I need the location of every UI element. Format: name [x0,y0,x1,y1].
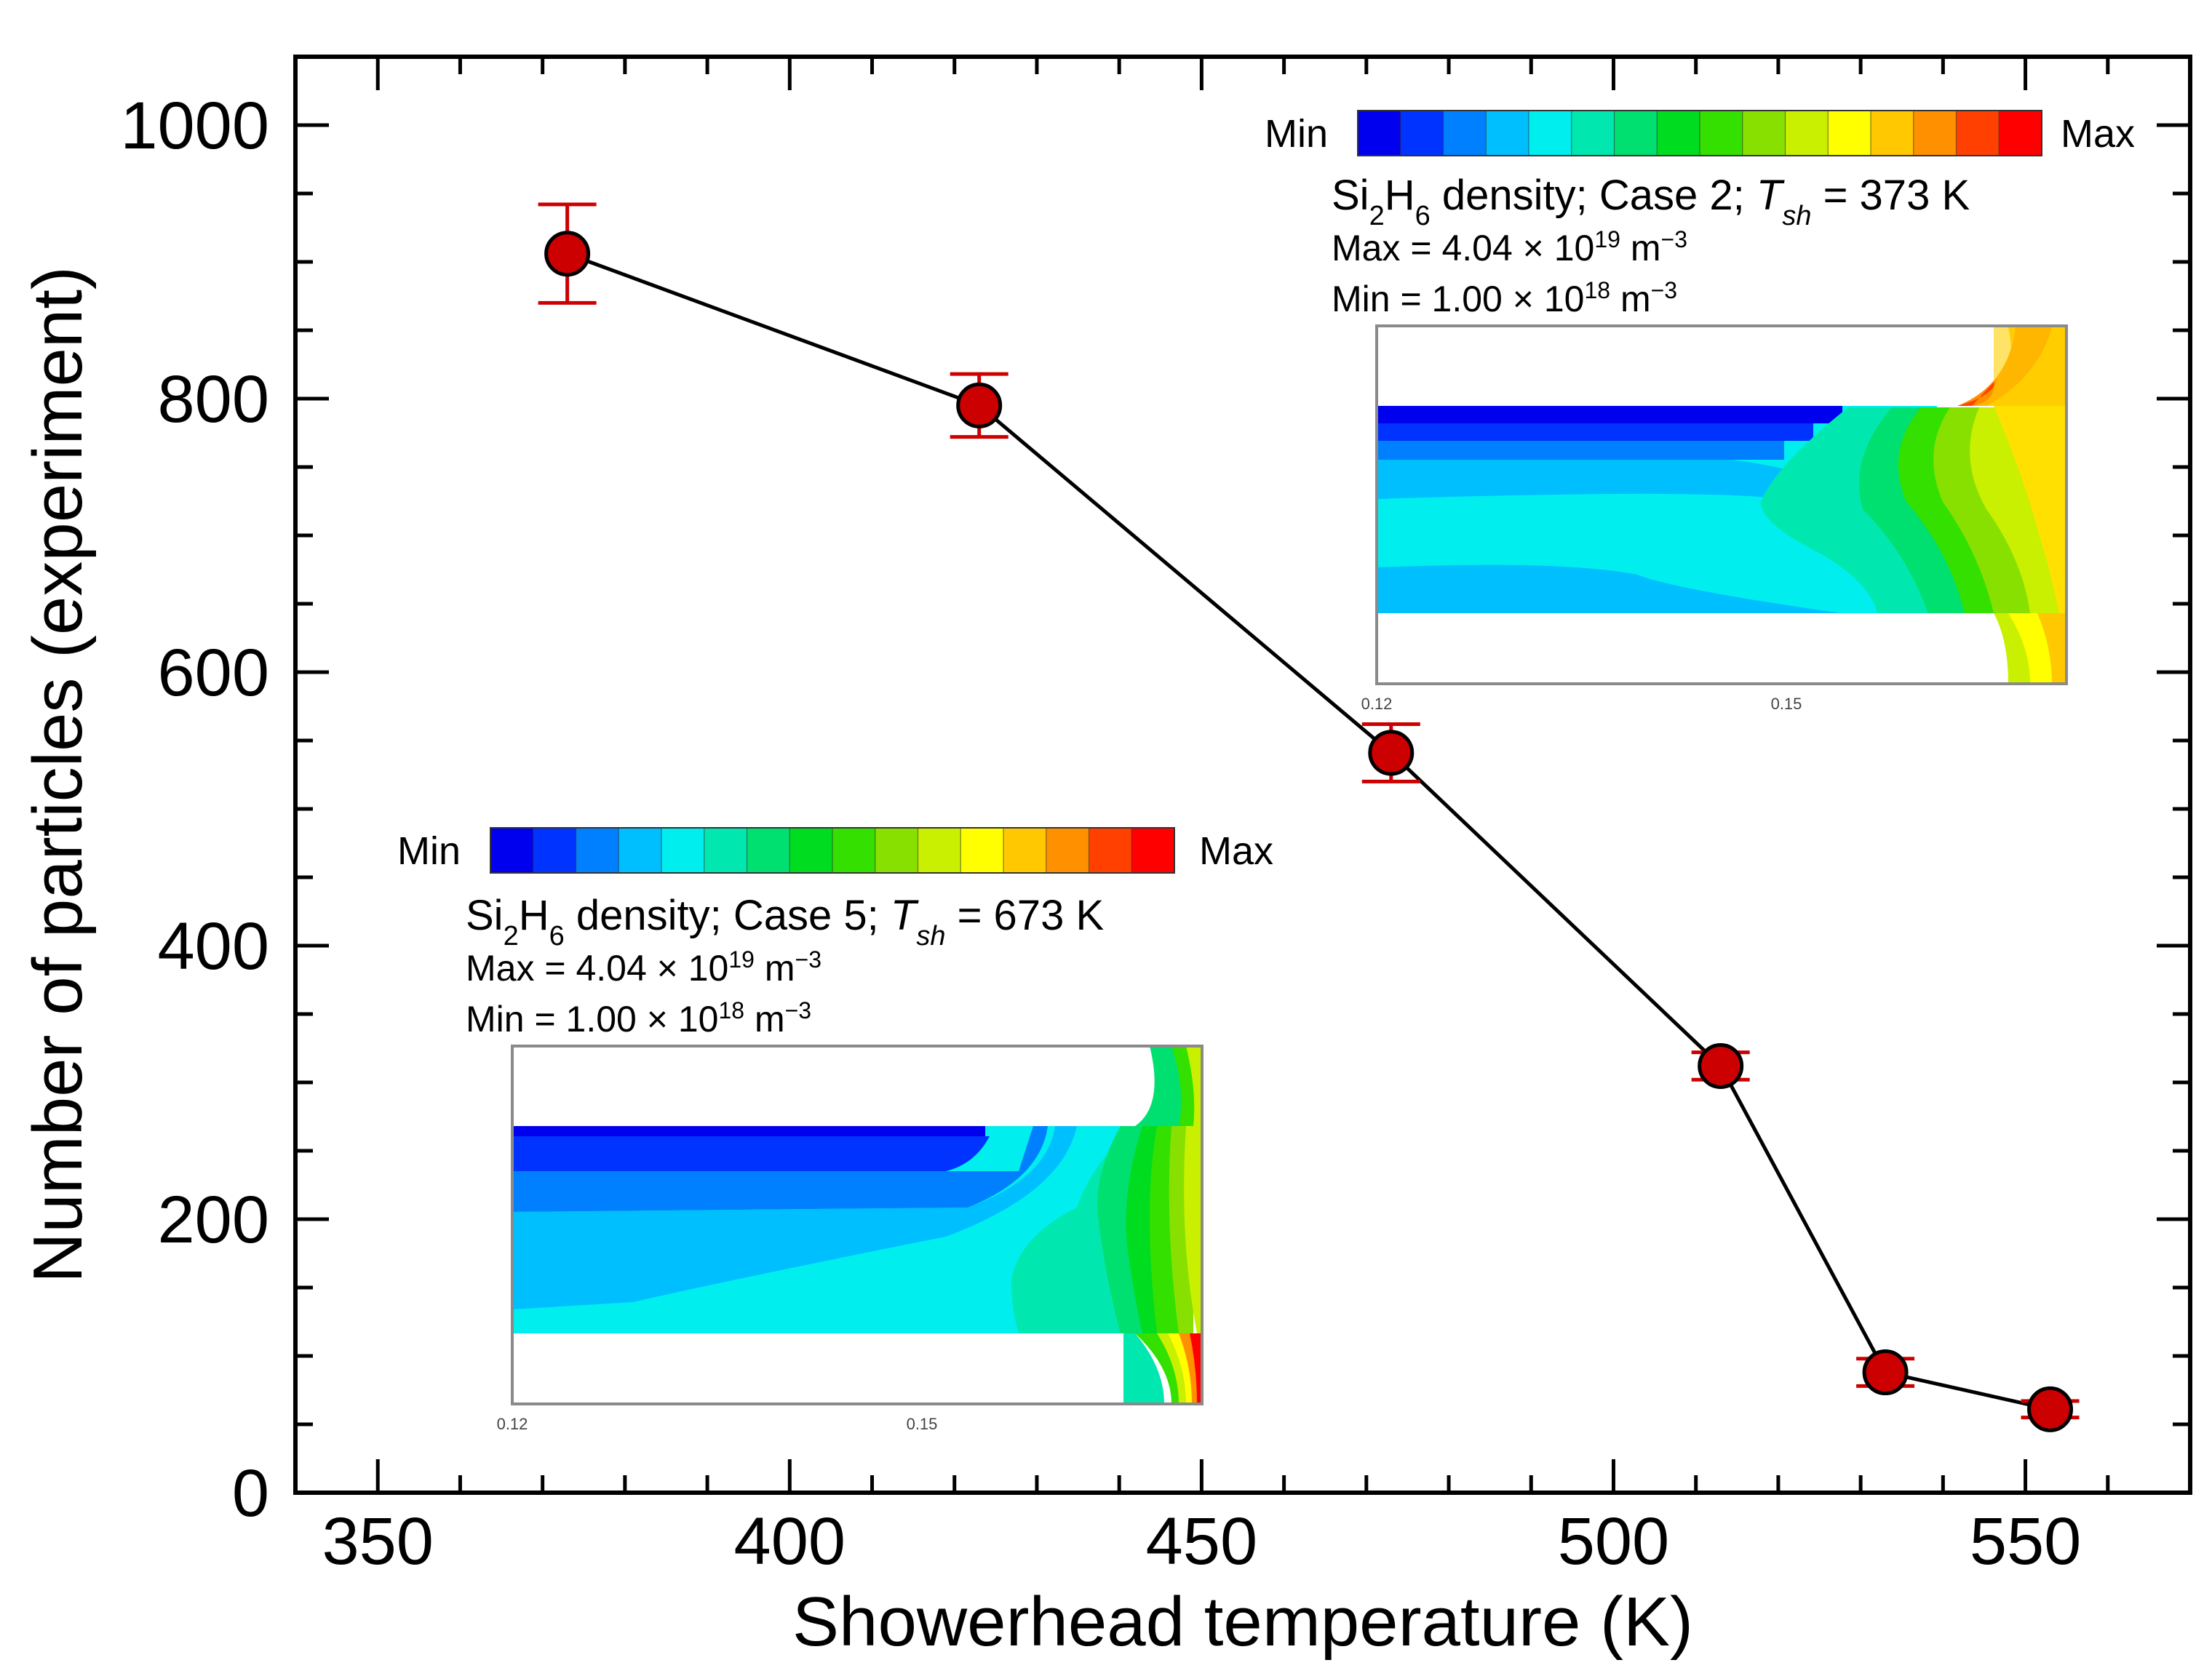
y-tick-label: 0 [232,1456,269,1531]
colorbar-swatch [832,828,876,873]
colorbar-swatch [704,828,747,873]
colorbar-swatch [1529,111,1572,156]
inset-max-text: Max = 4.04 × 1019 m−3 [1332,226,1687,268]
data-point [544,231,591,277]
colorbar-swatch [1657,111,1700,156]
colorbar-swatch [576,828,619,873]
x-tick-label: 500 [1558,1504,1670,1579]
y-tick-label: 1000 [120,89,269,163]
colorbar-swatch [1614,111,1658,156]
data-point [2027,1386,2074,1432]
colorbar-max-label: Max [2061,112,2135,156]
contour-plot-case2: 0.12 0.15 [1361,324,2068,713]
data-point [1368,730,1415,776]
inset-tick-label: 0.12 [497,1415,528,1433]
inset-case5: Min Max Si2H6 density; Case 5; Tsh = 673… [397,827,1273,1433]
colorbar-frame [1357,110,2042,156]
data-point [1862,1349,1909,1396]
y-tick-label: 200 [158,1183,270,1257]
y-tick-label: 400 [158,909,270,983]
inset-min-text: Min = 1.00 × 1018 m−3 [466,997,811,1039]
colorbar-swatch [661,828,705,873]
inset-tick-label: 0.15 [1771,695,1802,713]
colorbar-swatch [533,828,576,873]
colorbar-swatch [1871,111,1914,156]
axis-ticks [295,57,2190,1493]
colorbar-min-label: Min [1265,112,1328,156]
inset-title: Si2H6 density; Case 2; Tsh = 373 K [1332,172,1970,231]
colorbar-swatch [1046,828,1089,873]
x-tick-label: 400 [734,1504,846,1579]
inset-min-text: Min = 1.00 × 1018 m−3 [1332,277,1677,319]
inset-title: Si2H6 density; Case 5; Tsh = 673 K [466,892,1104,951]
y-tick-label: 800 [158,362,270,436]
colorbar-swatch [789,828,833,873]
tick-labels: 350 400 450 500 550 0 200 400 600 800 1000 [120,89,2081,1579]
y-axis-title: Number of particles (experiment) [19,266,97,1283]
colorbar-swatch [1913,111,1957,156]
contour-plot-case5: 0.12 0.15 [497,1045,1204,1433]
colorbar-case2 [1357,110,2042,156]
colorbar-swatch [490,828,534,873]
x-axis-title: Showerhead temperature (K) [792,1583,1693,1661]
y-tick-label: 600 [158,636,270,710]
data-point [956,382,1003,428]
colorbar-swatch [875,828,918,873]
colorbar-swatch [1742,111,1786,156]
x-tick-label: 450 [1146,1504,1258,1579]
colorbar-swatch [918,828,961,873]
colorbar-swatch [1999,111,2042,156]
colorbar-swatch [1089,828,1132,873]
colorbar-swatch [1358,111,1401,156]
inset-case2: Min Max Si2H6 density; Case 2; Tsh = 373… [1265,110,2135,713]
x-tick-label: 550 [1970,1504,2082,1579]
colorbar-case5 [490,827,1175,874]
colorbar-swatch [1486,111,1529,156]
colorbar-swatch [1700,111,1743,156]
inset-tick-label: 0.12 [1361,695,1393,713]
data-series [538,202,2080,1432]
data-point [1698,1042,1744,1089]
colorbar-swatch [1571,111,1615,156]
colorbar-swatch [1131,828,1175,873]
colorbar-min-label: Min [397,829,461,873]
series-line [566,252,2051,1411]
colorbar-swatch [1828,111,1871,156]
colorbar-swatch [1443,111,1487,156]
x-tick-label: 350 [322,1504,434,1579]
colorbar-swatch [618,828,662,873]
colorbar-swatch [747,828,790,873]
colorbar-swatch [1956,111,2000,156]
colorbar-max-label: Max [1199,829,1273,873]
plot-frame [293,55,2192,1495]
colorbar-swatch [960,828,1004,873]
colorbar-swatch [1785,111,1829,156]
colorbar-swatch [1400,111,1444,156]
colorbar-frame [490,827,1175,874]
colorbar-swatch [1003,828,1047,873]
inset-tick-label: 0.15 [907,1415,938,1433]
inset-max-text: Max = 4.04 × 1019 m−3 [466,946,821,989]
